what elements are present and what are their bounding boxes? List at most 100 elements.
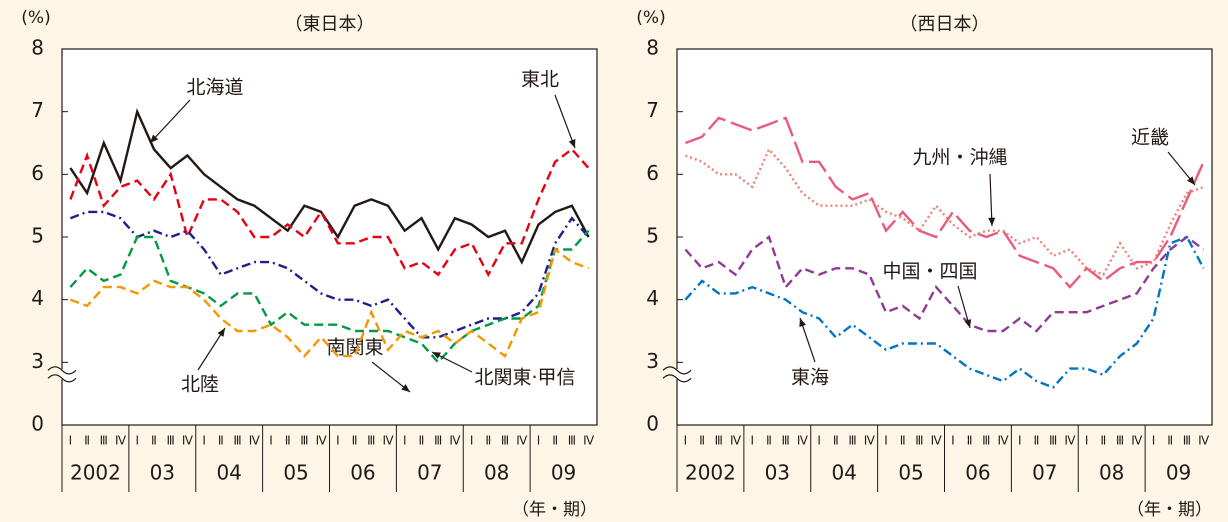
y-tick-label: 8 — [646, 36, 659, 60]
x-tick-label: Ⅰ — [470, 434, 474, 448]
x-tick-label: Ⅱ — [699, 434, 705, 448]
x-tick-label: Ⅱ — [967, 434, 973, 448]
axis-break — [47, 374, 77, 383]
label-arrow — [149, 99, 191, 144]
x-tick-label: Ⅲ — [501, 434, 509, 448]
x-tick-label: Ⅲ — [915, 434, 923, 448]
x-tick-label: Ⅲ — [434, 434, 442, 448]
y-tick-label: 7 — [31, 98, 44, 122]
x-tick-label: Ⅳ — [583, 434, 594, 448]
x-group-label: 07 — [417, 461, 442, 485]
x-tick-label: Ⅱ — [1100, 434, 1106, 448]
axis-break-gap — [674, 369, 680, 380]
x-tick-label: Ⅱ — [419, 434, 425, 448]
x-tick-label: Ⅰ — [69, 434, 73, 448]
series-label: 南関東 — [326, 337, 383, 359]
y-axis-label: (%) — [636, 8, 665, 28]
x-tick-label: Ⅱ — [1034, 434, 1040, 448]
y-tick-label: 4 — [646, 286, 659, 310]
y-tick-label: 0 — [646, 412, 659, 436]
plot-area — [676, 48, 1213, 426]
x-tick-label: Ⅳ — [730, 434, 741, 448]
x-tick-label: Ⅲ — [233, 434, 241, 448]
x-tick-label: Ⅱ — [84, 434, 90, 448]
series-label: 九州・沖縄 — [912, 147, 1007, 169]
axis-break-gap — [59, 369, 65, 380]
x-tick-label: Ⅱ — [833, 434, 839, 448]
x-tick-label: Ⅰ — [537, 434, 541, 448]
x-group-label: 08 — [1099, 461, 1124, 485]
arrow-head — [799, 318, 806, 327]
x-tick-label: Ⅳ — [316, 434, 327, 448]
x-tick-label: Ⅳ — [182, 434, 193, 448]
x-tick-label: Ⅲ — [167, 434, 175, 448]
x-axis-label: （年・期） — [1127, 500, 1212, 520]
series-line — [69, 210, 590, 339]
series-line — [684, 147, 1205, 277]
series-label: 東北 — [521, 69, 559, 91]
series-line — [69, 108, 590, 265]
x-tick-label: Ⅰ — [336, 434, 340, 448]
x-tick-label: Ⅲ — [568, 434, 576, 448]
x-tick-label: Ⅳ — [382, 434, 393, 448]
label-arrow — [197, 327, 226, 371]
y-tick-label: 6 — [646, 161, 659, 185]
arrow-head — [964, 319, 972, 328]
x-tick-label: Ⅳ — [115, 434, 126, 448]
x-group-label: 09 — [1166, 461, 1191, 485]
label-arrow — [989, 173, 993, 227]
x-tick-label: Ⅱ — [352, 434, 358, 448]
x-tick-label: Ⅰ — [1085, 434, 1089, 448]
series-line — [684, 235, 1205, 389]
y-tick-label: 6 — [31, 161, 44, 185]
x-tick-label: Ⅱ — [900, 434, 906, 448]
chart-title: （西日本） — [900, 14, 990, 35]
x-tick-label: Ⅰ — [951, 434, 955, 448]
arrow-head — [1187, 176, 1195, 185]
series-label: 東海 — [791, 367, 829, 389]
x-tick-label: Ⅰ — [135, 434, 139, 448]
axis-break — [662, 366, 692, 375]
x-group-label: 03 — [765, 461, 790, 485]
y-tick-label: 5 — [31, 224, 44, 248]
y-tick-label: 0 — [31, 412, 44, 436]
axis-break — [47, 366, 77, 375]
y-tick-label: 5 — [646, 224, 659, 248]
x-tick-label: Ⅲ — [367, 434, 375, 448]
x-tick-label: Ⅳ — [1131, 434, 1142, 448]
series-line — [684, 116, 1205, 289]
x-tick-label: Ⅲ — [100, 434, 108, 448]
x-tick-label: Ⅲ — [300, 434, 308, 448]
x-tick-label: Ⅲ — [848, 434, 856, 448]
y-tick-label: 7 — [646, 98, 659, 122]
x-tick-label: Ⅳ — [931, 434, 942, 448]
x-tick-label: Ⅰ — [684, 434, 688, 448]
series-line — [684, 235, 1205, 333]
x-tick-label: Ⅰ — [269, 434, 273, 448]
x-group-label: 07 — [1032, 461, 1057, 485]
x-group-label: 04 — [831, 461, 856, 485]
y-tick-label: 8 — [31, 36, 44, 60]
series-line — [69, 147, 590, 278]
y-axis-label: (%) — [21, 8, 50, 28]
series-line — [69, 229, 590, 365]
y-tick-label: 4 — [31, 286, 44, 310]
x-group-label: 06 — [350, 461, 375, 485]
x-tick-label: Ⅰ — [1152, 434, 1156, 448]
y-tick-label: 3 — [646, 349, 659, 373]
arrow-head — [432, 352, 441, 359]
series-label: 北海道 — [186, 77, 243, 99]
x-tick-label: Ⅳ — [1198, 434, 1209, 448]
x-tick-label: Ⅱ — [285, 434, 291, 448]
series-label: 北関東·甲信 — [474, 367, 575, 389]
x-tick-label: Ⅳ — [449, 434, 460, 448]
x-tick-label: Ⅲ — [1049, 434, 1057, 448]
x-group-label: 09 — [551, 461, 576, 485]
series-label: 北陸 — [181, 374, 219, 396]
x-group-label: 05 — [283, 461, 308, 485]
arrow-head — [401, 384, 410, 392]
series-label: 中国・四国 — [882, 261, 977, 283]
x-group-label: 04 — [216, 461, 241, 485]
x-tick-label: Ⅱ — [218, 434, 224, 448]
